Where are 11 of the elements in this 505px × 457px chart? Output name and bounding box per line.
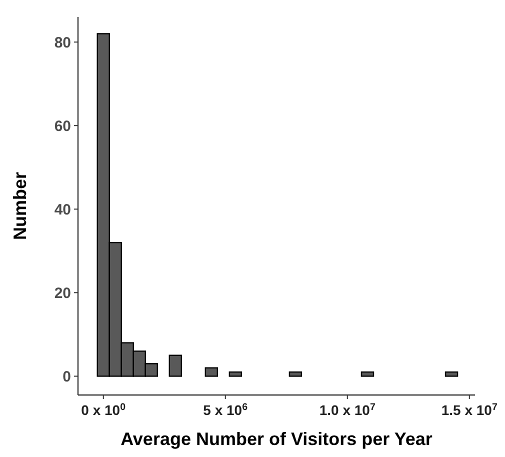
y-axis-title: Number [10,172,30,240]
y-tick-label: 0 [62,368,71,386]
x-tick-label: 0 x 10$^{0}$ [81,402,126,418]
x-axis-title: Average Number of Visitors per Year [120,429,432,449]
x-tick-label: 5 x 10$^{6}$ [203,402,248,418]
y-tick-label: 40 [54,201,71,218]
y-tick-label: 60 [54,118,71,135]
x-tick-label: 1.0 x 10$^{7}$ [319,402,376,418]
y-tick-label: 20 [54,284,71,302]
y-tick-label: 80 [54,34,71,52]
x-tick-label: 1.5 x 10$^{7}$ [441,402,498,418]
